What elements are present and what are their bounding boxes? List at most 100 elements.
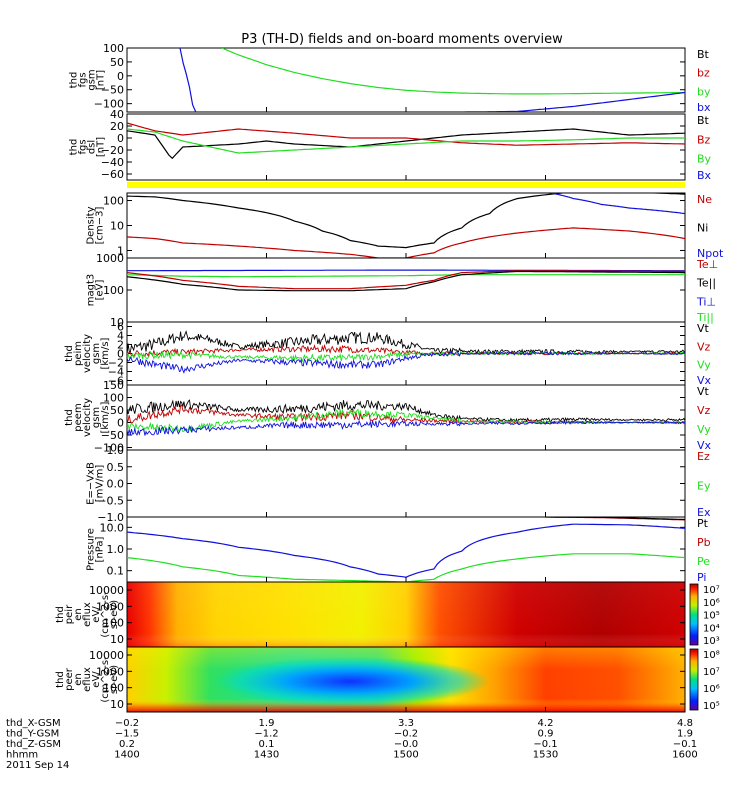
series-group-p5 xyxy=(127,330,685,374)
legend-bx: bx xyxy=(697,101,711,114)
y-tick-label: 100 xyxy=(103,195,124,208)
legend-Vy: Vy xyxy=(697,359,711,372)
x-tick-label-hhmm: 1430 xyxy=(254,750,279,761)
y-axis-label: gsm xyxy=(87,69,98,90)
y-tick-label: 10 xyxy=(110,633,124,646)
y-tick-label: 0 xyxy=(117,70,124,83)
y-axis-label: thd xyxy=(64,409,75,426)
x-row-label: 2011 Sep 14 xyxy=(6,760,69,771)
x-tick-label-z: −0.1 xyxy=(673,739,697,750)
series-By xyxy=(127,128,685,154)
y-axis-label: gsm xyxy=(91,343,102,364)
x-tick-label-hhmm: 1600 xyxy=(672,750,697,761)
y-tick-label: −100 xyxy=(94,442,124,455)
colorbar-label: 10⁶ xyxy=(703,598,720,609)
y-tick-label: 100 xyxy=(103,682,124,695)
y-axis-label: thd xyxy=(69,139,80,156)
ion-spectrogram-shade xyxy=(127,582,685,647)
series-group-p2 xyxy=(127,122,685,160)
y-tick-label: −50 xyxy=(101,84,124,97)
y-axis-label: peim xyxy=(73,341,84,366)
y-tick-label: 150 xyxy=(103,379,124,392)
colorbar-label: 10⁶ xyxy=(703,684,720,695)
y-tick-label: 0.1 xyxy=(107,565,125,578)
y-axis-label: Pressure xyxy=(86,528,97,571)
series-Te⊥ xyxy=(127,270,685,290)
series-Vt xyxy=(127,399,685,424)
series-Pt xyxy=(545,517,685,521)
panel-frame-p3 xyxy=(126,192,686,259)
x-tick-label-z: −0.0 xyxy=(394,739,418,750)
x-tick-label-hhmm: 1530 xyxy=(533,750,558,761)
legend-bz: bz xyxy=(697,67,710,80)
legend-Vx: Vx xyxy=(697,374,712,387)
x-tick-label-z: 0.1 xyxy=(259,739,275,750)
panel-frame-p8 xyxy=(126,516,686,583)
x-tick-label-z: 0.2 xyxy=(119,739,135,750)
yellow-bar xyxy=(127,182,685,188)
legend-Vz: Vz xyxy=(697,340,711,353)
y-axis-label: magt3 xyxy=(86,274,97,307)
colorbar-label: 10⁵ xyxy=(703,611,720,622)
y-axis-label: thd xyxy=(55,606,66,623)
y-axis-label: E=−VxB xyxy=(86,462,97,505)
y-tick-label: 10.0 xyxy=(100,521,125,534)
colorbar-label: 10⁵ xyxy=(703,701,720,712)
y-tick-label: 10 xyxy=(110,698,124,711)
x-tick-label-x: 4.8 xyxy=(677,718,693,729)
legend-by: by xyxy=(697,85,711,98)
series-Vz xyxy=(127,404,685,425)
y-axis-label: velocity xyxy=(82,398,93,437)
x-row-label: thd_X-GSM xyxy=(6,718,61,729)
colorbar-label: 10⁷ xyxy=(703,585,720,596)
legend-Vy: Vy xyxy=(697,423,711,436)
y-axis-label: [cm−3] xyxy=(95,207,106,245)
legend-Ti||: Ti|| xyxy=(696,311,714,324)
series-by xyxy=(221,48,685,95)
colorbar-p10 xyxy=(689,648,699,711)
y-tick-label: 4 xyxy=(117,330,124,343)
series-Vz xyxy=(127,343,685,358)
y-axis-label: dsl xyxy=(87,140,98,154)
y-axis-label: en xyxy=(73,608,84,621)
y-axis-label: (cm^2-s- xyxy=(100,656,111,703)
y-tick-label: 100 xyxy=(103,617,124,630)
y-tick-label: 0.5 xyxy=(107,461,125,474)
y-tick-label: 0 xyxy=(117,417,124,430)
legend-Pe: Pe xyxy=(697,555,710,568)
figure-title: P3 (TH-D) fields and on-board moments ov… xyxy=(241,32,563,47)
y-axis-label: eflux xyxy=(82,602,93,627)
series-Ne xyxy=(127,227,685,258)
y-tick-label: 1000 xyxy=(96,600,124,613)
legend-Vt: Vt xyxy=(697,385,710,398)
x-tick-label-y: −1.2 xyxy=(254,729,278,740)
colorbar-label: 10³ xyxy=(703,636,720,647)
legend-Te||: Te|| xyxy=(696,277,716,290)
legend-Npot: Npot xyxy=(697,247,724,260)
y-axis-label: en xyxy=(73,673,84,686)
legend-Bt: Bt xyxy=(697,48,710,61)
y-tick-label: 40 xyxy=(110,108,124,121)
x-row-label: thd_Y-GSM xyxy=(6,729,59,740)
panel-p7: 1.0 0.5 0.0 −0.5 −1.0E=−VxB[mV/m] Ez Ey Ex xyxy=(86,444,711,524)
y-axis-label: [km/s] xyxy=(100,337,111,369)
x-tick-label-x: 1.9 xyxy=(259,718,275,729)
panel-frame-p7 xyxy=(126,449,686,518)
legend-By: By xyxy=(697,153,712,166)
y-tick-label: −40 xyxy=(101,156,124,169)
x-row-label: hhmm xyxy=(6,750,38,761)
series-group-p6 xyxy=(127,399,685,436)
y-tick-label: 20 xyxy=(110,120,124,133)
y-axis-label: fgs xyxy=(78,72,89,87)
y-tick-label: −60 xyxy=(101,168,124,181)
x-tick-label-hhmm: 1500 xyxy=(393,750,418,761)
y-axis-label: Density xyxy=(86,206,97,244)
series-Vy xyxy=(127,350,685,363)
x-tick-label-hhmm: 1400 xyxy=(114,750,139,761)
y-tick-label: −100 xyxy=(94,98,124,111)
x-tick-label-z: −0.1 xyxy=(533,739,557,750)
